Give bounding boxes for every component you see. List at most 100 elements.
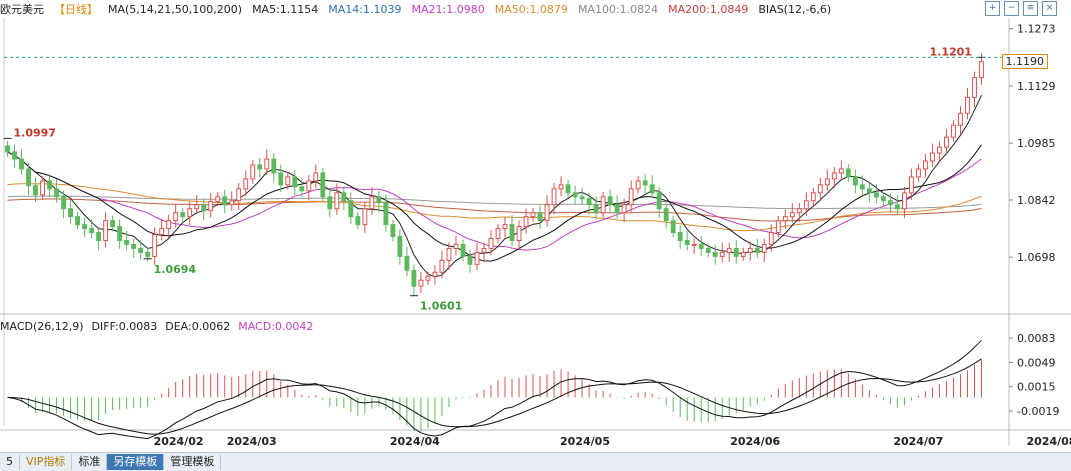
candle-body <box>923 160 928 170</box>
candle-body <box>677 232 683 241</box>
candle <box>61 190 66 219</box>
tab-vip-indicator[interactable]: VIP指标 <box>20 454 73 470</box>
y-tick-label: 1.1129 <box>1017 80 1056 93</box>
candle-body <box>460 243 466 257</box>
candle <box>916 164 921 182</box>
dea-line <box>7 358 982 435</box>
candle <box>908 168 914 200</box>
candle-body <box>684 239 690 245</box>
candle-body <box>215 196 221 203</box>
candle-body <box>965 96 970 114</box>
candle-body <box>803 200 809 210</box>
candle-body <box>607 196 613 206</box>
candle-body <box>866 188 872 194</box>
candle-body <box>579 196 585 200</box>
candle <box>278 164 284 193</box>
y-tick-label: 1.0985 <box>1017 137 1056 150</box>
candle <box>138 240 144 260</box>
candle-body <box>705 247 711 253</box>
candle-body <box>222 196 228 206</box>
bias-label[interactable]: BIAS(12,-6,6) <box>758 2 832 16</box>
candle <box>901 186 907 219</box>
tab-period[interactable]: 5 <box>0 454 20 470</box>
candle <box>642 173 648 194</box>
candle-body <box>33 185 38 196</box>
candle <box>817 177 823 202</box>
candle-body <box>257 164 263 170</box>
candle-body <box>474 251 480 265</box>
candle-body <box>495 228 501 239</box>
tab-standard[interactable]: 标准 <box>72 454 108 470</box>
candle-body <box>831 172 837 180</box>
period-label[interactable]: 【日线】 <box>54 3 98 16</box>
candle <box>264 149 270 175</box>
candle <box>810 188 816 206</box>
candle-body <box>817 184 823 194</box>
candle <box>229 191 235 211</box>
x-axis: 2024/02 2024/03 2024/04 2024/05 2024/06 2024/… <box>154 435 1071 448</box>
candle <box>33 177 38 202</box>
candle <box>341 186 347 211</box>
zoom-in-icon[interactable]: + <box>985 1 1000 16</box>
candle-body <box>124 239 130 245</box>
candle-body <box>180 212 186 218</box>
candle-body <box>537 212 543 222</box>
candle <box>201 198 207 221</box>
candle <box>439 250 445 279</box>
candle-body <box>26 168 31 187</box>
candle <box>12 144 17 168</box>
candle-body <box>944 136 949 148</box>
candle <box>656 186 662 219</box>
candle <box>951 120 956 142</box>
candle-body <box>320 172 326 198</box>
candle <box>117 219 123 249</box>
candle <box>607 189 613 214</box>
candle <box>82 217 88 237</box>
candle-body <box>789 212 795 218</box>
candle <box>152 227 158 265</box>
tab-save-template[interactable]: 另存模板 <box>107 454 165 470</box>
candle-body <box>166 220 172 230</box>
macd-tick-label: -0.0019 <box>1017 405 1059 418</box>
annotations: 1.0997 1.0694 1.0601 1.1201 <box>3 45 986 313</box>
candle-body <box>131 243 137 249</box>
candle-body <box>194 204 200 210</box>
candle-body <box>264 158 270 170</box>
candle <box>775 215 781 238</box>
candle-body <box>951 124 956 138</box>
candle <box>19 149 24 175</box>
x-tick-label: 2024/05 <box>560 435 610 448</box>
candle-body <box>894 204 900 210</box>
candle <box>348 192 354 224</box>
candle <box>495 223 501 244</box>
candle-body <box>306 180 312 192</box>
candle <box>733 240 739 264</box>
settings-icon[interactable]: ≡ <box>1023 1 1038 16</box>
y-tick-label: 1.0842 <box>1017 194 1056 207</box>
candle <box>824 169 830 191</box>
ma-group-label[interactable]: MA(5,14,21,50,100,200) <box>108 2 243 16</box>
candle <box>789 203 795 223</box>
candle-body <box>635 180 641 190</box>
candle-body <box>565 184 571 194</box>
ma100-label: MA100:1.0824 <box>577 2 659 16</box>
candle <box>5 141 10 157</box>
candle-body <box>663 208 669 222</box>
candle-body <box>250 164 256 180</box>
candle-body <box>530 212 536 218</box>
candle <box>880 192 886 206</box>
close-icon[interactable]: × <box>1042 1 1057 16</box>
candle-body <box>229 200 235 206</box>
candle <box>243 170 249 196</box>
candle-body <box>586 198 592 206</box>
zoom-out-icon[interactable]: − <box>1004 1 1019 16</box>
macd-name[interactable]: MACD(26,12,9) <box>0 319 84 333</box>
candle <box>397 229 403 265</box>
candles <box>5 53 984 296</box>
macd-diff: DIFF:0.0083 <box>91 319 158 333</box>
candle-body <box>733 247 739 257</box>
tab-manage-template[interactable]: 管理模板 <box>164 454 222 470</box>
candle <box>425 271 431 285</box>
candle-body <box>726 247 732 253</box>
x-tick-label: 2024/06 <box>730 435 780 448</box>
